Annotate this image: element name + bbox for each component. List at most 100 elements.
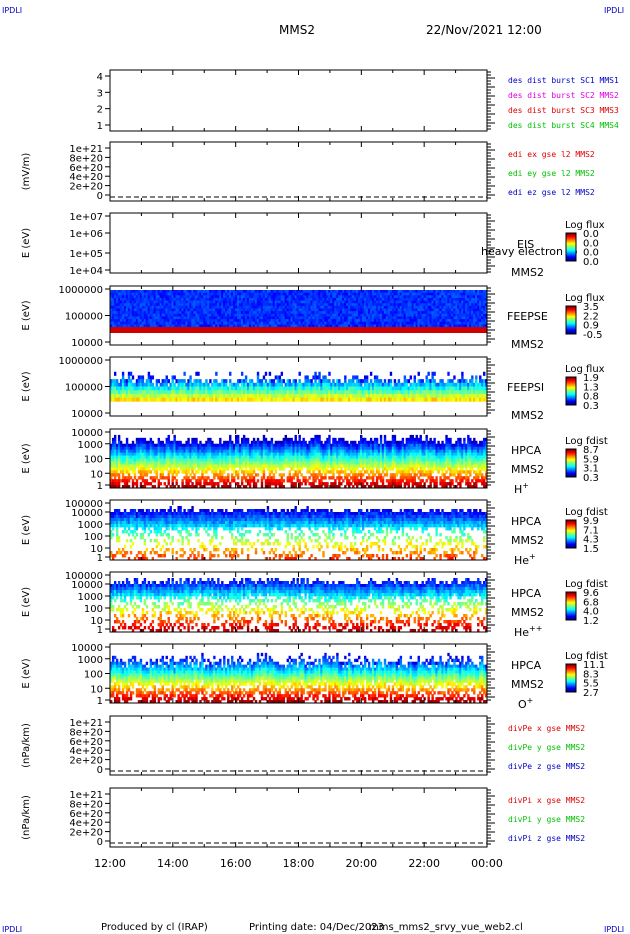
spectrogram-cell (187, 290, 190, 294)
spectrogram-cell (173, 308, 176, 312)
spectrogram-cell (117, 482, 121, 486)
spectrogram-cell (110, 308, 113, 312)
spectrogram-cell (248, 300, 252, 304)
spectrogram-cell (235, 393, 238, 398)
spectrogram-cell (363, 321, 367, 325)
spectrogram-cell (209, 390, 212, 395)
spectrogram-cell (225, 300, 228, 304)
spectrogram-cell (264, 386, 268, 391)
spectrogram-cell (310, 316, 313, 320)
spectrogram-cell (171, 311, 174, 315)
spectrogram-cell (187, 303, 190, 307)
spectrogram-cell (419, 311, 422, 315)
spectrogram-cell (483, 393, 486, 398)
spectrogram-cell (235, 292, 238, 296)
spectrogram-cell (151, 390, 155, 395)
spectrogram-cell (250, 290, 254, 294)
spectrogram-cell (199, 390, 202, 395)
spectrogram-cell (354, 303, 357, 307)
spectrogram-cell (244, 305, 248, 309)
spectrogram-cell (286, 319, 289, 323)
spectrogram-cell (115, 393, 119, 398)
spectrogram-cell (129, 382, 133, 387)
spectrogram-cell (266, 390, 270, 395)
spectrogram-cell (121, 321, 125, 325)
spectrogram-cell (469, 379, 472, 384)
spectrogram-cell (463, 308, 466, 312)
spectrogram-cell (244, 397, 248, 402)
spectrogram-cell (385, 386, 389, 391)
spectrogram-cell (254, 297, 258, 301)
spectrogram-cell (125, 292, 129, 296)
spectrogram-cell (121, 324, 125, 328)
spectrogram-cell (451, 379, 454, 384)
spectrogram-cell (185, 473, 188, 477)
spectrogram-cell (167, 476, 170, 480)
spectrogram-cell (133, 397, 137, 402)
spectrogram-cell (250, 311, 254, 315)
spectrogram-cell (421, 300, 424, 304)
spectrogram-cell (445, 397, 448, 402)
spectrogram-cell (403, 386, 407, 391)
spectrogram-cell (125, 324, 129, 328)
spectrogram-cell (171, 313, 174, 317)
spectrogram-cell (207, 308, 210, 312)
spectrogram-cell (235, 397, 238, 402)
spectrogram-cell (397, 308, 401, 312)
spectrogram-cell (159, 390, 162, 395)
spectrogram-cell (308, 319, 311, 323)
spectrogram-cell (233, 319, 236, 323)
spectrogram-cell (125, 303, 129, 307)
spectrogram-cell (169, 386, 172, 391)
spectrogram-cell (179, 290, 182, 294)
spectrogram-cell (189, 308, 192, 312)
spectrogram-cell (157, 324, 161, 328)
spectrogram-cell (356, 305, 359, 309)
spectrogram-cell (183, 292, 186, 296)
spectrogram-cell (367, 300, 371, 304)
spectrogram-cell (481, 300, 484, 304)
spectrogram-cell (354, 308, 357, 312)
spectrogram-cell (139, 305, 143, 309)
spectrogram-cell (463, 397, 466, 402)
spectrogram-cell (361, 319, 365, 323)
spectrogram-cell (147, 379, 151, 384)
colorbar-segment (566, 237, 576, 239)
spectrogram-cell (391, 397, 395, 402)
spectrogram-cell (294, 300, 297, 304)
spectrogram-cell (411, 305, 414, 309)
spectrogram-cell (139, 393, 143, 398)
spectrogram-cell (177, 305, 180, 309)
spectrogram-cell (111, 452, 115, 456)
spectrogram-cell (421, 324, 424, 328)
spectrogram-cell (310, 303, 313, 307)
colorbar-segment (566, 309, 576, 311)
spectrogram-cell (445, 303, 448, 307)
spectrogram-cell (389, 393, 393, 398)
spectrogram-cell (278, 292, 282, 296)
spectrogram-cell (332, 300, 335, 304)
spectrogram-cell (397, 311, 401, 315)
spectrogram-cell (173, 292, 176, 296)
spectrogram-cell (119, 308, 123, 312)
spectrogram-cell (427, 386, 430, 391)
spectrogram-cell (465, 311, 468, 315)
spectrogram-cell (173, 476, 176, 480)
spectrogram-cell (405, 397, 409, 402)
spectrogram-cell (350, 290, 353, 294)
spectrogram-cell (352, 305, 355, 309)
spectrogram-cell (236, 382, 240, 387)
colorbar-segment (566, 240, 576, 242)
spectrogram-cell (324, 324, 327, 328)
spectrogram-cell (163, 311, 166, 315)
spectrogram-cell (280, 303, 284, 307)
spectrogram-cell (110, 316, 113, 320)
spectrogram-cell (334, 321, 337, 325)
spectrogram-cell (137, 303, 141, 307)
spectrogram-cell (240, 379, 244, 384)
spectrogram-cell (371, 297, 375, 301)
spectrogram-cell (268, 382, 272, 387)
spectrogram-cell (423, 295, 426, 299)
spectrogram-cell (385, 313, 389, 317)
